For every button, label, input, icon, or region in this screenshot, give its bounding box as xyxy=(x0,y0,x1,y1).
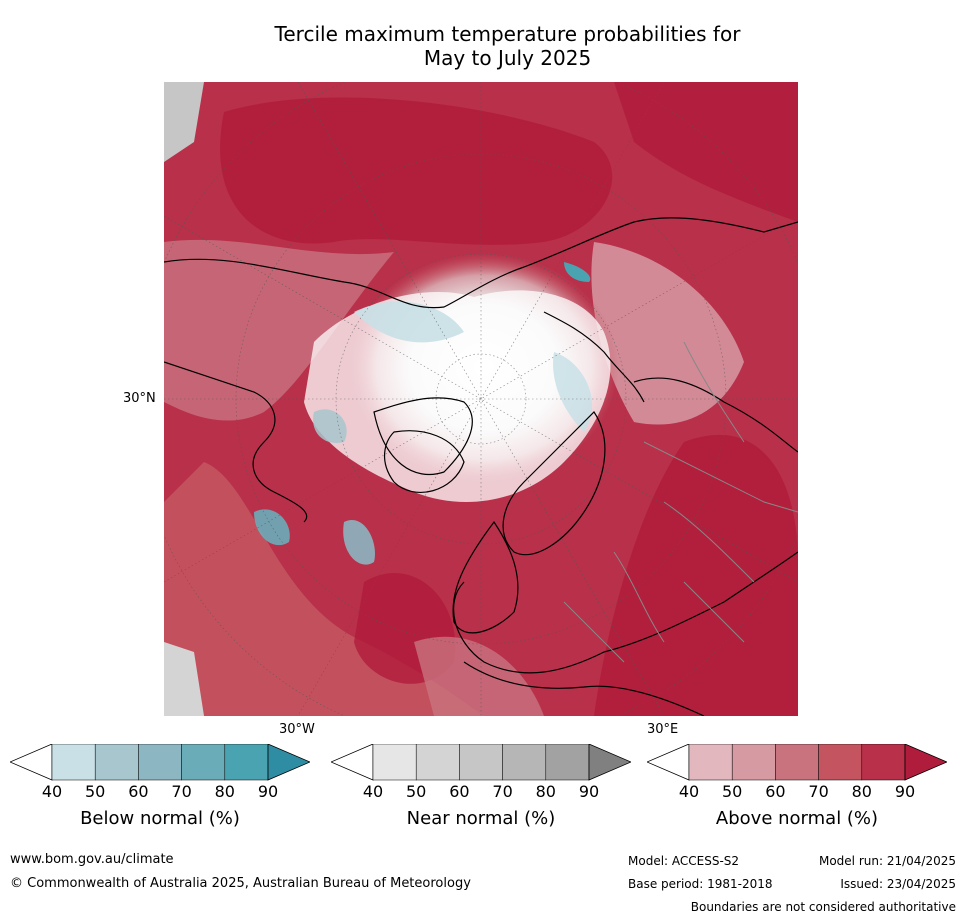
copyright-text: © Commonwealth of Australia 2025, Austra… xyxy=(10,876,471,891)
latitude-label-30n: 30°N xyxy=(123,391,156,406)
colorbar-tick-label: 90 xyxy=(257,782,279,801)
colorbar-svg xyxy=(647,744,947,781)
colorbar-segment xyxy=(181,744,226,781)
colorbar-tick-label: 70 xyxy=(492,782,513,801)
colorbar-segment xyxy=(94,744,139,781)
website-link[interactable]: www.bom.gov.au/climate xyxy=(10,852,174,867)
colorbar-segment xyxy=(224,744,269,781)
model-name: Model: ACCESS-S2 xyxy=(628,854,740,868)
map-canvas xyxy=(164,82,798,716)
colorbar-tick-label: 40 xyxy=(41,782,63,801)
colorbar-max-extension xyxy=(904,744,947,781)
base-period: Base period: 1981-2018 xyxy=(628,877,773,891)
colorbar-segment xyxy=(731,744,776,781)
colorbar-tick-label: 60 xyxy=(128,782,149,801)
colorbar-segment xyxy=(502,744,547,781)
colorbar-segment xyxy=(415,744,460,781)
colorbar-max-extension xyxy=(267,744,310,781)
longitude-label-30e: 30°E xyxy=(647,722,679,737)
colorbar-segment xyxy=(688,744,733,781)
colorbar-tick-label: 80 xyxy=(214,782,235,801)
colorbar-svg xyxy=(10,744,310,781)
title-line-2: May to July 2025 xyxy=(423,46,592,70)
colorbar-segment xyxy=(51,744,96,781)
colorbar-segment xyxy=(775,744,819,781)
colorbar-segment xyxy=(459,744,503,781)
colorbar-segment xyxy=(818,744,863,781)
colorbar-tick-label: 80 xyxy=(851,782,872,801)
colorbar-tick-label: 50 xyxy=(722,782,743,801)
colorbar-segment xyxy=(545,744,590,781)
colorbar-tick-label: 60 xyxy=(765,782,786,801)
colorbar-tick-label: 90 xyxy=(894,782,916,801)
near-normal-colorbar: 40 50 60 70 80 90 xyxy=(331,744,631,806)
below-normal-title: Below normal (%) xyxy=(80,808,240,829)
issued-date: Issued: 23/04/2025 xyxy=(840,877,956,891)
colorbar-tick-label: 40 xyxy=(362,782,384,801)
colorbar-min-extension xyxy=(10,744,53,781)
colorbar-max-extension xyxy=(588,744,631,781)
model-run-date: Model run: 21/04/2025 xyxy=(818,854,956,868)
longitude-label-30w: 30°W xyxy=(279,722,315,737)
colorbar-tick-label: 70 xyxy=(808,782,829,801)
colorbar-segment xyxy=(861,744,906,781)
probability-map xyxy=(164,82,798,716)
below-normal-colorbar: 40 50 60 70 80 90 xyxy=(10,744,310,806)
colorbar-tick-label: 50 xyxy=(85,782,106,801)
near-normal-title: Near normal (%) xyxy=(406,808,556,829)
above-normal-title: Above normal (%) xyxy=(715,808,879,829)
map-title: Tercile maximum temperature probabilitie… xyxy=(160,22,855,70)
title-line-1: Tercile maximum temperature probabilitie… xyxy=(274,22,741,46)
colorbar-tick-label: 40 xyxy=(678,782,700,801)
colorbar-tick-label: 90 xyxy=(578,782,600,801)
boundaries-disclaimer: Boundaries are not considered authoritat… xyxy=(690,900,956,914)
colorbar-min-extension xyxy=(647,744,690,781)
colorbar-svg xyxy=(331,744,631,781)
colorbar-tick-label: 50 xyxy=(406,782,427,801)
colorbar-min-extension xyxy=(331,744,374,781)
above-normal-colorbar: 40 50 60 70 80 90 xyxy=(647,744,947,806)
colorbar-segment xyxy=(138,744,182,781)
colorbar-tick-label: 70 xyxy=(171,782,192,801)
colorbar-tick-label: 80 xyxy=(535,782,556,801)
colorbar-tick-label: 60 xyxy=(449,782,470,801)
colorbar-segment xyxy=(372,744,417,781)
